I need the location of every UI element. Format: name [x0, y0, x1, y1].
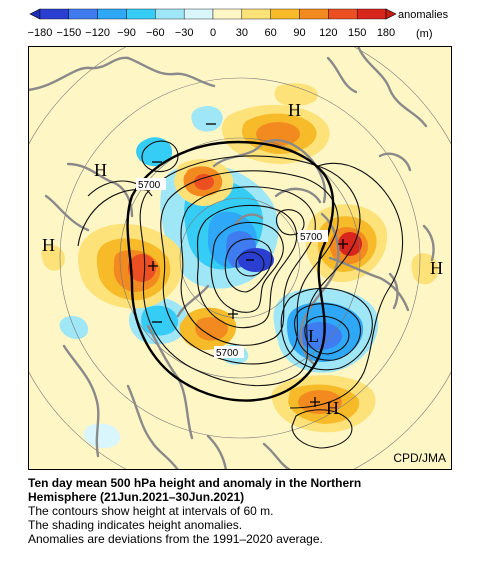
colorbar-tick-label: 60: [265, 27, 277, 39]
colorbar-tick-label: 90: [293, 27, 305, 39]
colorbar-left-arrow: [29, 8, 41, 20]
plus-marker: [148, 261, 158, 271]
positive-anomaly-shading: [41, 83, 439, 433]
polar-height-anomaly-map: H H H H H L 5700 5700 5700: [28, 46, 452, 470]
colorbar-cell: [97, 8, 127, 20]
low-marker: L: [308, 326, 319, 346]
colorbar-tick-label: −150: [56, 27, 81, 39]
high-marker-north: H: [288, 100, 301, 120]
colorbar-tick-label: −90: [117, 27, 136, 39]
caption-line-3: Anomalies are deviations from the 1991–2…: [28, 532, 323, 546]
colorbar-tick-label: 150: [348, 27, 366, 39]
colorbar-tick-label: 0: [210, 27, 216, 39]
colorbar-cell: [270, 8, 300, 20]
plus-marker: [228, 309, 238, 319]
colorbar-cell: [39, 8, 70, 20]
colorbar-tick-label: 30: [236, 27, 248, 39]
latitude-circles: [28, 46, 452, 470]
plus-marker: [310, 397, 320, 407]
colorbar-cells: [39, 8, 387, 20]
colorbar-tick-label: 120: [319, 27, 337, 39]
colorbar-cell: [155, 8, 185, 20]
contour-label: 5700: [216, 348, 239, 359]
high-marker-east: H: [430, 258, 443, 278]
plus-marker: [338, 239, 348, 249]
map-credit: CPD/JMA: [393, 451, 446, 465]
colorbar-unit-label: anomalies: [398, 9, 449, 21]
colorbar-cell: [183, 8, 214, 20]
colorbar-cell: [212, 8, 243, 20]
colorbar-unit: (m): [416, 28, 433, 40]
contour-label: 5700: [138, 180, 161, 191]
colorbar-tick-label: 180: [377, 27, 395, 39]
colorbar-cell: [328, 8, 358, 20]
high-marker-south: H: [326, 398, 339, 418]
height-contours-thick: [126, 140, 335, 402]
colorbar-cell: [356, 8, 387, 20]
caption-line-1: The contours show height at intervals of…: [28, 504, 274, 518]
colorbar-cell: [299, 8, 329, 20]
map-frame: [28, 46, 452, 470]
colorbar-tick-label: −180: [28, 27, 53, 39]
caption-title-line-2: Hemisphere (21Jun.2021–30Jun.2021): [28, 490, 245, 504]
high-marker-northwest: H: [94, 160, 107, 180]
anomaly-colorbar: −180 −150 −120 −90 −60 −30 0 30 60 90 120 150 180 an…: [28, 8, 449, 40]
caption-title-line-1: Ten day mean 500 hPa height and anomaly …: [28, 476, 362, 490]
high-marker-west: H: [42, 235, 55, 255]
caption-line-2: The shading indicates height anomalies.: [28, 518, 243, 532]
contour-label: 5700: [300, 232, 323, 243]
colorbar-tick-labels: −180 −150 −120 −90 −60 −30 0 30 60 90 120 150 180: [28, 27, 396, 39]
colorbar-cell: [68, 8, 98, 20]
colorbar-tick-label: −120: [85, 27, 110, 39]
colorbar-tick-label: −30: [175, 27, 194, 39]
colorbar-tick-label: −60: [146, 27, 165, 39]
colorbar-cell: [241, 8, 271, 20]
colorbar-cell: [126, 8, 156, 20]
colorbar-right-arrow: [385, 8, 397, 20]
map-caption: Ten day mean 500 hPa height and anomaly …: [28, 476, 468, 546]
